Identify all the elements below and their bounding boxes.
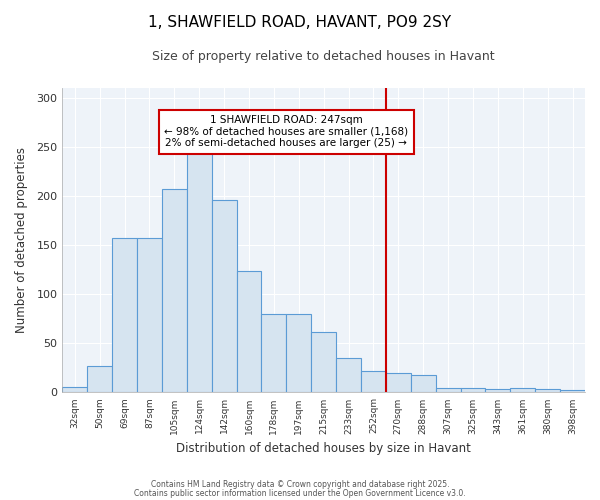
Bar <box>262 314 286 392</box>
Text: 1, SHAWFIELD ROAD, HAVANT, PO9 2SY: 1, SHAWFIELD ROAD, HAVANT, PO9 2SY <box>148 15 452 30</box>
Bar <box>137 238 162 392</box>
Bar <box>87 366 112 392</box>
Title: Size of property relative to detached houses in Havant: Size of property relative to detached ho… <box>152 50 495 63</box>
Bar <box>560 390 585 392</box>
Bar <box>511 388 535 392</box>
Y-axis label: Number of detached properties: Number of detached properties <box>15 147 28 333</box>
Text: 1 SHAWFIELD ROAD: 247sqm
← 98% of detached houses are smaller (1,168)
2% of semi: 1 SHAWFIELD ROAD: 247sqm ← 98% of detach… <box>164 116 409 148</box>
Bar <box>286 314 311 392</box>
Bar <box>361 371 386 392</box>
Bar <box>485 390 511 392</box>
Text: Contains HM Land Registry data © Crown copyright and database right 2025.: Contains HM Land Registry data © Crown c… <box>151 480 449 489</box>
Bar <box>112 238 137 392</box>
Bar <box>386 373 411 392</box>
Bar <box>461 388 485 392</box>
Bar <box>62 386 87 392</box>
Bar <box>212 200 236 392</box>
Text: Contains public sector information licensed under the Open Government Licence v3: Contains public sector information licen… <box>134 488 466 498</box>
Bar <box>535 390 560 392</box>
Bar <box>436 388 461 392</box>
Bar <box>311 332 336 392</box>
Bar <box>162 189 187 392</box>
X-axis label: Distribution of detached houses by size in Havant: Distribution of detached houses by size … <box>176 442 471 455</box>
Bar <box>187 146 212 392</box>
Bar <box>236 270 262 392</box>
Bar <box>336 358 361 392</box>
Bar <box>411 374 436 392</box>
